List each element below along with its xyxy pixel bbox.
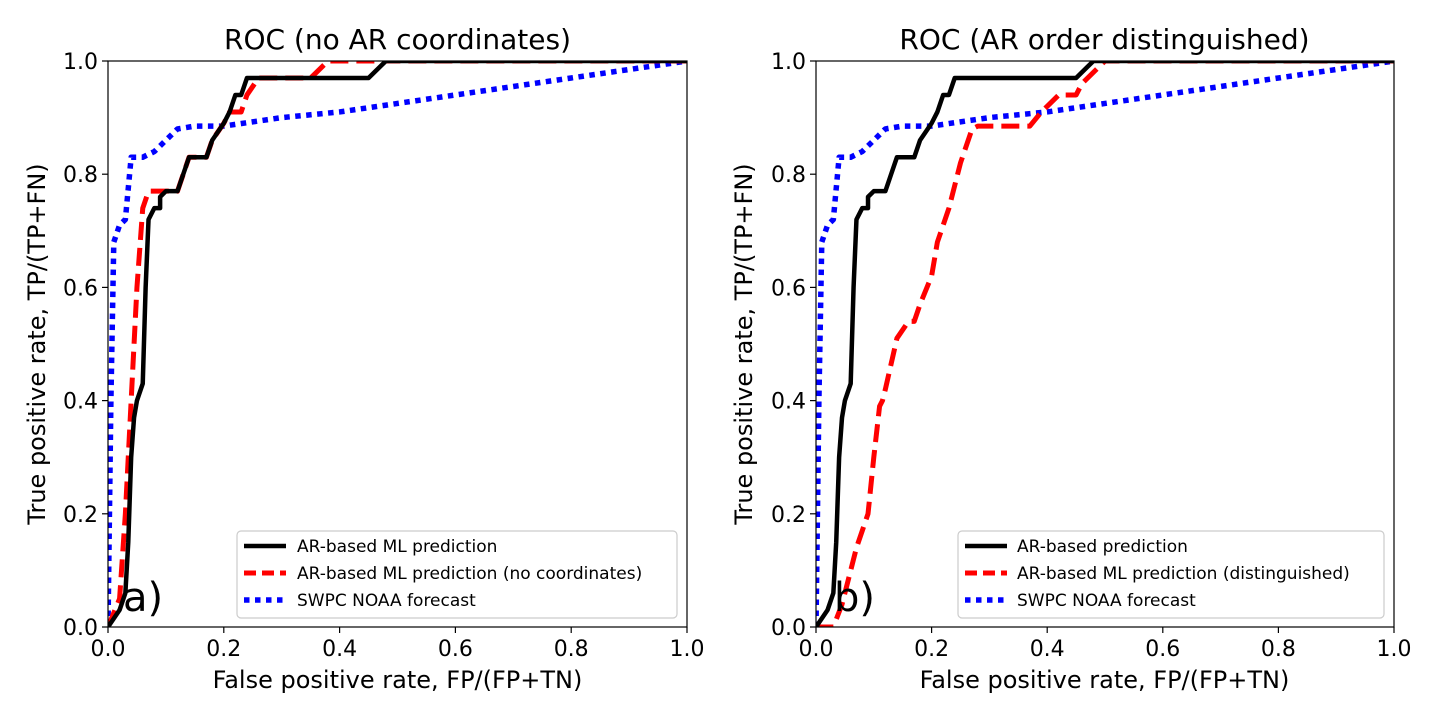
panel-a-xtick-label: 1.0	[670, 637, 705, 662]
panel-a-axes-frame	[107, 60, 688, 628]
panel-b-x-ticks: 0.0 0.2 0.4 0.6 0.8 1.0	[799, 637, 1412, 662]
panel-a-ytick-label: 0.0	[63, 616, 98, 641]
panel-b-xtick-label: 0.2	[914, 637, 949, 662]
panel-b-axes-frame	[815, 60, 1395, 628]
panel-b-xlabel: False positive rate, FP/(FP+TN)	[920, 666, 1290, 694]
panel-a-series-swpc-line	[108, 61, 687, 627]
panel-a-legend: AR-based ML prediction AR-based ML predi…	[236, 530, 678, 619]
panel-b-series-swpc-line	[816, 61, 1394, 627]
panel-b-series-ar-prediction-line	[816, 61, 1394, 627]
panel-b-title: ROC (AR order distinguished)	[899, 23, 1309, 56]
panel-a-x-ticks: 0.0 0.2 0.4 0.6 0.8 1.0	[91, 637, 705, 662]
panel-b-ytick-label: 1.0	[771, 50, 806, 75]
panel-a-legend-label: AR-based ML prediction (no coordinates)	[297, 564, 642, 584]
panel-b-legend-label: SWPC NOAA forecast	[1017, 591, 1196, 611]
panel-b-label: b)	[834, 575, 875, 621]
panel-a-xlabel: False positive rate, FP/(FP+TN)	[213, 666, 583, 694]
panel-b-legend-box	[957, 530, 1385, 619]
panel-b-xtick-label: 0.4	[1030, 637, 1065, 662]
panel-a-xtick-label: 0.6	[438, 637, 473, 662]
panel-b-ytick-label: 0.8	[771, 163, 806, 188]
panel-b-tick-marks	[810, 60, 1395, 633]
panel-b-series-ar-distinguished-line	[816, 61, 1394, 627]
panel-b-legend-label: AR-based prediction	[1017, 537, 1188, 557]
panel-a-y-ticks: 0.0 0.2 0.4 0.6 0.8 1.0	[63, 50, 98, 641]
panel-a-legend-label: SWPC NOAA forecast	[297, 591, 476, 611]
panel-a-title: ROC (no AR coordinates)	[224, 23, 571, 56]
panel-a-series-ar-ml-line	[108, 61, 687, 627]
panel-b-ylabel: True positive rate, TP/(TP+FN)	[730, 163, 758, 525]
panel-a-ylabel: True positive rate, TP/(TP+FN)	[23, 163, 51, 525]
panel-a-xtick-label: 0.0	[91, 637, 126, 662]
panel-a-ytick-label: 0.8	[63, 163, 98, 188]
panel-b-y-ticks: 0.0 0.2 0.4 0.6 0.8 1.0	[771, 50, 806, 641]
panel-a-tick-marks	[102, 60, 688, 633]
panel-a-xtick-label: 0.4	[322, 637, 357, 662]
panel-b-xtick-label: 0.8	[1261, 637, 1296, 662]
panel-b-xtick-label: 1.0	[1377, 637, 1412, 662]
panel-a-ytick-label: 0.2	[63, 503, 98, 528]
panel-b-plot-area	[816, 61, 1394, 627]
panel-a-ytick-label: 1.0	[63, 50, 98, 75]
panel-b-ytick-label: 0.6	[771, 276, 806, 301]
panel-a-ytick-label: 0.4	[63, 390, 98, 415]
panel-a-xtick-label: 0.2	[206, 637, 241, 662]
panel-a-label: a)	[123, 575, 163, 621]
panel-b-xtick-label: 0.0	[799, 637, 834, 662]
panel-a-legend-box	[236, 530, 678, 619]
panel-b-legend-label: AR-based ML prediction (distinguished)	[1017, 564, 1350, 584]
panel-b-xtick-label: 0.6	[1145, 637, 1180, 662]
panel-b: ROC (AR order distinguished) True positi…	[730, 23, 1412, 694]
panel-a-legend-label: AR-based ML prediction	[297, 537, 497, 557]
panel-a: ROC (no AR coordinates) True positive ra…	[23, 23, 705, 694]
panel-b-ytick-label: 0.0	[771, 616, 806, 641]
panel-a-ytick-label: 0.6	[63, 276, 98, 301]
panel-a-xtick-label: 0.8	[554, 637, 589, 662]
panel-b-ytick-label: 0.2	[771, 503, 806, 528]
panel-a-plot-area	[108, 61, 687, 627]
panel-b-ytick-label: 0.4	[771, 390, 806, 415]
panel-b-legend: AR-based prediction AR-based ML predicti…	[957, 530, 1385, 619]
